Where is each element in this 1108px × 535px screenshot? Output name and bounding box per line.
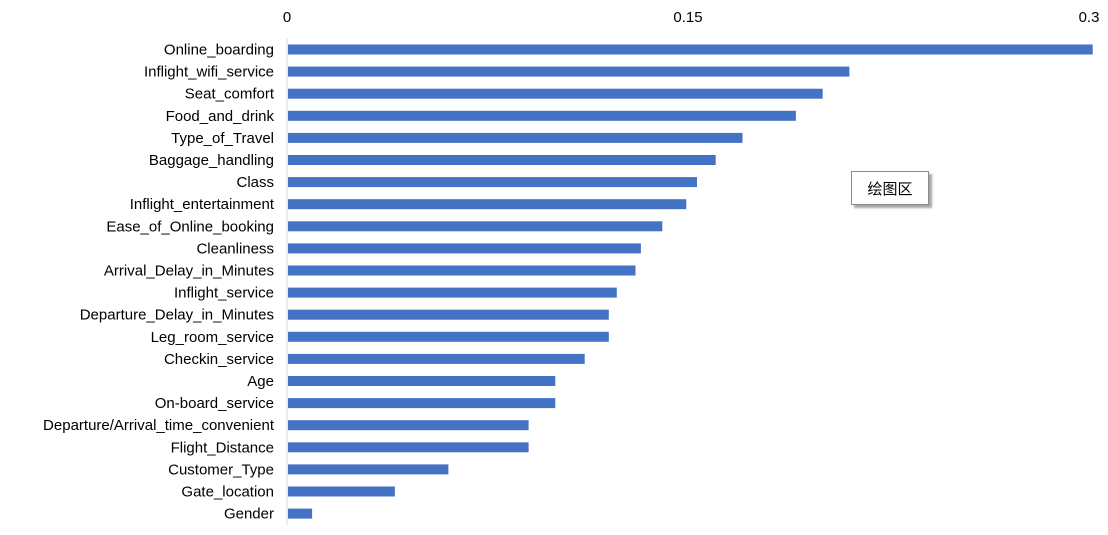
bar-leg-room-service — [288, 331, 609, 342]
category-label: Gender — [224, 506, 274, 523]
category-label: Online_boarding — [164, 42, 274, 59]
category-label: Ease_of_Online_booking — [106, 218, 274, 235]
category-label: Inflight_wifi_service — [144, 64, 274, 81]
category-label: Seat_comfort — [185, 86, 275, 103]
tooltip-text: 绘图区 — [867, 179, 913, 198]
category-label: Inflight_service — [174, 285, 274, 302]
bar-flight-distance — [288, 442, 529, 453]
category-labels: Online_boarding Inflight_wifi_service Seat… — [43, 42, 275, 523]
bar-ease-of-online-booking — [288, 221, 663, 232]
bar-baggage-handling — [288, 155, 716, 165]
x-axis-ticks: 0 0.15 0.3 — [283, 9, 1100, 26]
category-label: Baggage_handling — [149, 152, 274, 169]
bar-arrival-delay-in-minutes — [288, 265, 636, 276]
category-label: Departure_Delay_in_Minutes — [80, 307, 274, 324]
category-label: Cleanliness — [196, 240, 274, 257]
category-label: Departure/Arrival_time_convenient — [43, 417, 275, 434]
category-label: Flight_Distance — [171, 439, 274, 456]
bar-departure-delay-in-minutes — [288, 309, 609, 320]
bar-inflight-service — [288, 287, 617, 298]
x-tick-label: 0 — [283, 9, 291, 26]
category-label: Arrival_Delay_in_Minutes — [104, 263, 274, 280]
bar-checkin-service — [288, 353, 585, 364]
bar-on-board-service — [288, 398, 556, 409]
bar-gate-location — [288, 486, 395, 497]
bar-age — [288, 376, 556, 386]
category-label: Inflight_entertainment — [130, 196, 275, 213]
x-tick-label: 0.3 — [1079, 9, 1100, 26]
category-label: On-board_service — [155, 395, 274, 412]
bars — [288, 44, 1093, 519]
bar-gender — [288, 508, 313, 519]
bar-inflight-entertainment — [288, 199, 687, 210]
category-label: Gate_location — [181, 484, 274, 501]
category-label: Type_of_Travel — [171, 130, 274, 147]
plot-area-tooltip: 绘图区 — [851, 171, 929, 205]
x-tick-label: 0.15 — [673, 9, 702, 26]
bar-type-of-travel — [288, 132, 743, 143]
bar-departure-arrival-time-convenient — [288, 420, 529, 431]
category-label: Food_and_drink — [166, 108, 275, 125]
category-label: Age — [247, 373, 274, 390]
bar-cleanliness — [288, 243, 641, 254]
bar-customer-type — [288, 464, 449, 475]
bar-food-and-drink — [288, 110, 796, 121]
category-label: Leg_room_service — [151, 329, 274, 346]
bar-seat-comfort — [288, 88, 823, 99]
category-label: Class — [236, 174, 274, 191]
bar-class — [288, 177, 697, 188]
bar-inflight-wifi-service — [288, 66, 850, 77]
bar-online-boarding — [288, 44, 1093, 55]
category-label: Checkin_service — [164, 351, 274, 368]
category-label: Customer_Type — [168, 461, 274, 478]
